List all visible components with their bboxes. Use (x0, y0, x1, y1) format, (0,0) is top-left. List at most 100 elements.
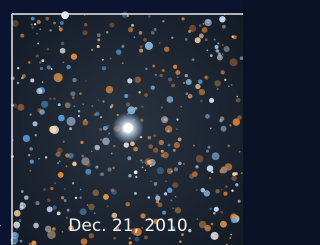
star (91, 49, 93, 51)
star (155, 74, 157, 76)
star (147, 136, 151, 140)
star (116, 49, 122, 55)
star (94, 212, 96, 214)
star (159, 140, 164, 145)
star (16, 227, 19, 230)
star (233, 35, 237, 39)
star (80, 196, 82, 198)
star (210, 128, 212, 130)
star (103, 126, 108, 131)
star (186, 79, 192, 85)
star (167, 96, 174, 103)
star (150, 165, 152, 167)
star (73, 105, 75, 107)
star (54, 182, 56, 184)
star (140, 159, 142, 161)
star (64, 188, 66, 190)
star (204, 225, 211, 232)
star (145, 158, 152, 165)
star (60, 48, 66, 54)
star (24, 195, 29, 200)
star (236, 96, 238, 98)
star (86, 162, 91, 167)
star (185, 74, 188, 77)
star (168, 77, 172, 81)
star (173, 65, 177, 69)
star (154, 28, 157, 31)
star (173, 149, 176, 152)
star (152, 65, 155, 68)
star (37, 108, 41, 112)
star (61, 42, 65, 46)
star (53, 22, 56, 25)
star (58, 103, 61, 106)
star (59, 26, 61, 28)
star (99, 173, 102, 176)
star (141, 106, 143, 108)
star (134, 36, 136, 38)
star (198, 79, 202, 83)
star (17, 82, 19, 84)
star (108, 132, 110, 134)
star (100, 139, 102, 141)
star (215, 45, 219, 49)
star (47, 48, 50, 51)
star (100, 116, 102, 118)
star (128, 174, 132, 178)
star (165, 180, 167, 182)
star (29, 170, 31, 172)
star (129, 237, 131, 239)
star (204, 76, 208, 80)
star (142, 166, 144, 168)
star (227, 145, 230, 148)
star (135, 176, 137, 178)
star (207, 165, 214, 172)
star (71, 53, 77, 59)
star (225, 163, 233, 171)
star (236, 99, 238, 101)
star (29, 147, 33, 151)
star (188, 94, 193, 99)
star (217, 88, 219, 90)
star (228, 85, 230, 87)
star (167, 168, 173, 174)
star (52, 227, 56, 231)
star (79, 92, 82, 95)
star (144, 235, 148, 239)
star (151, 31, 154, 34)
star (175, 196, 177, 198)
star (214, 80, 220, 86)
star (178, 138, 182, 142)
star (36, 33, 38, 35)
star (57, 211, 61, 215)
star (199, 24, 202, 27)
star (171, 37, 173, 39)
star (41, 101, 48, 108)
star (204, 190, 210, 196)
star (70, 91, 75, 96)
star (61, 196, 64, 199)
star (66, 165, 68, 167)
star (98, 100, 100, 102)
star (183, 163, 185, 165)
star (131, 24, 134, 27)
star (162, 69, 165, 72)
star (172, 182, 178, 188)
star (72, 96, 75, 99)
star (57, 162, 59, 164)
star (92, 189, 99, 196)
star (66, 65, 70, 69)
star (80, 208, 87, 215)
star (122, 62, 124, 64)
star (47, 198, 51, 202)
star (189, 25, 196, 32)
star (31, 24, 33, 26)
star (52, 205, 56, 209)
star (235, 183, 238, 186)
star (40, 67, 43, 70)
star (30, 160, 34, 164)
star (222, 25, 226, 29)
star (43, 188, 46, 191)
star (20, 202, 26, 208)
star (28, 154, 30, 156)
